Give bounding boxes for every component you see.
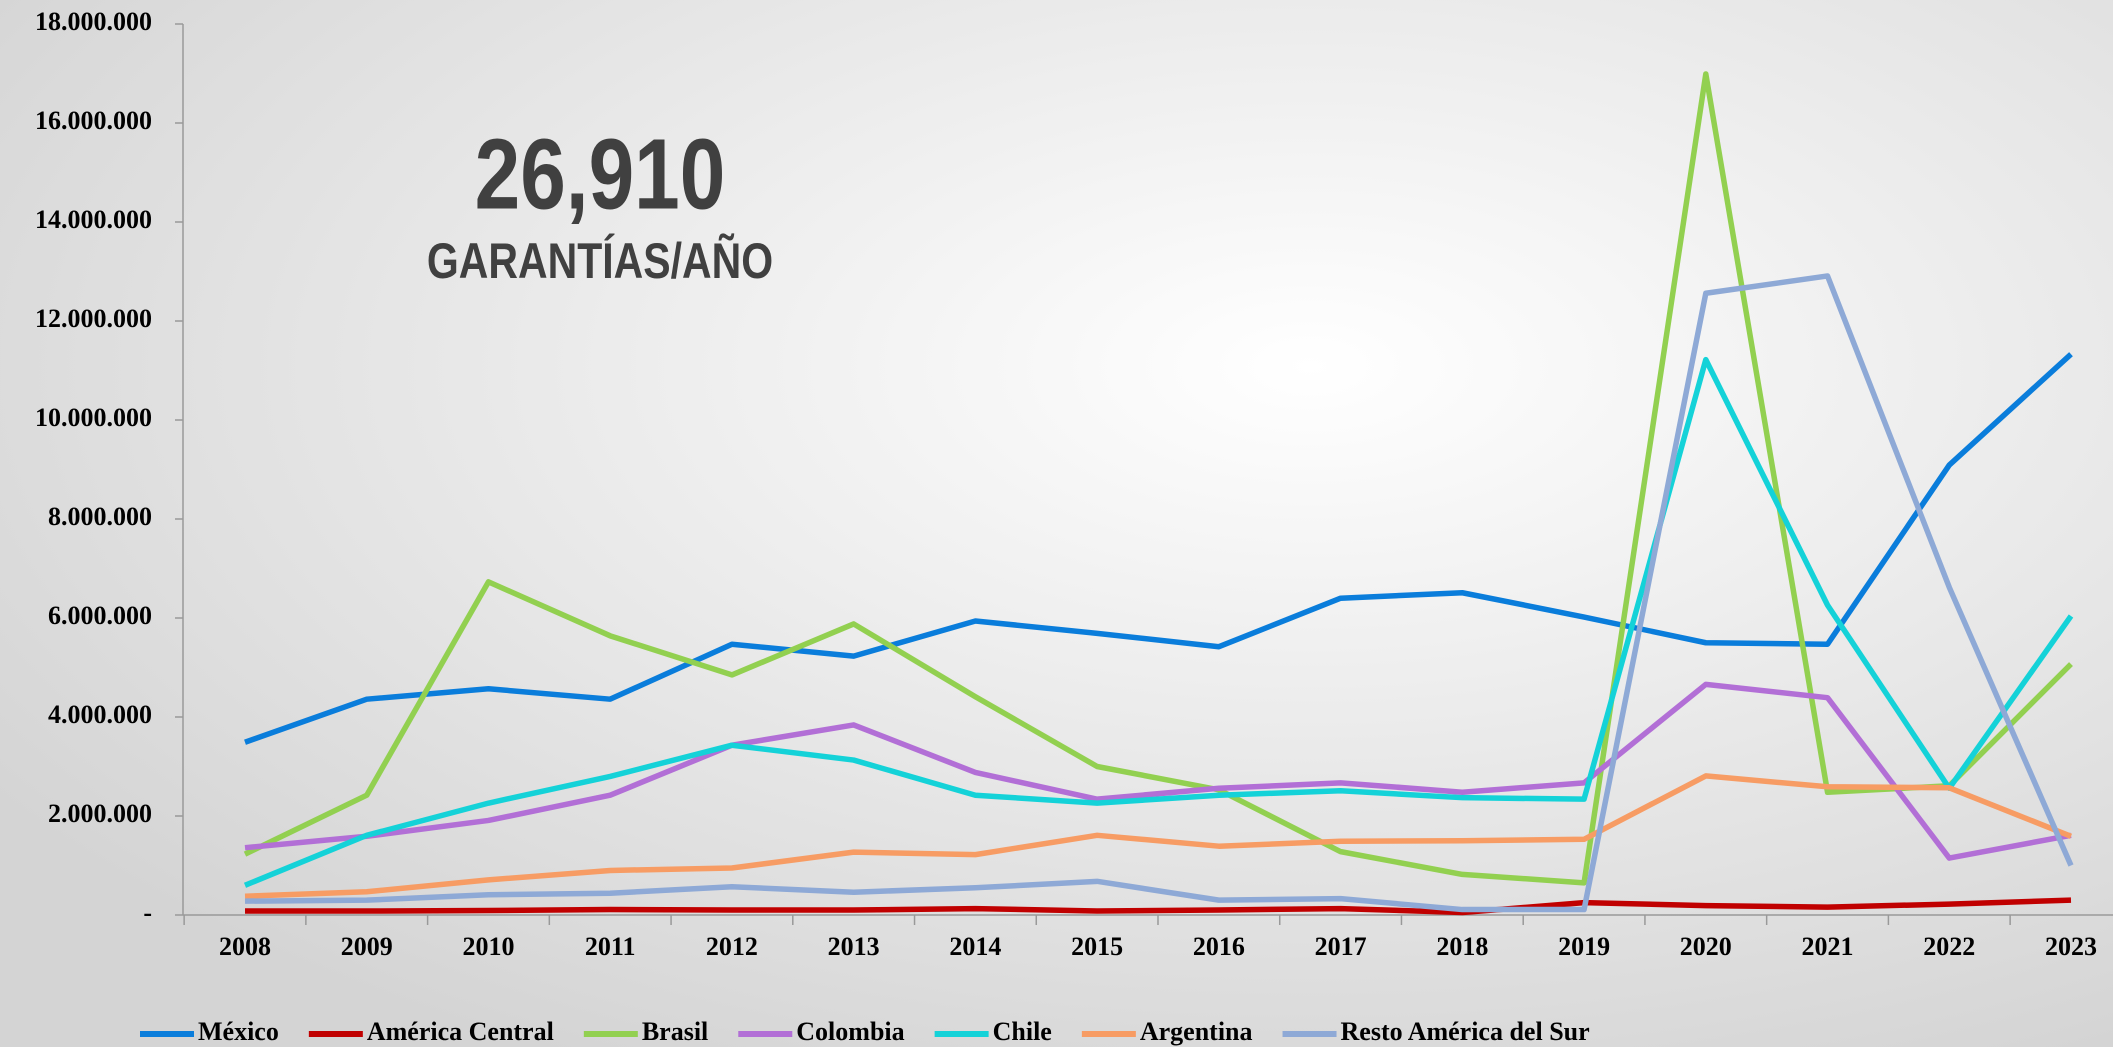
x-tick-label: 2017 bbox=[1315, 932, 1367, 961]
series-line bbox=[244, 352, 2073, 745]
x-tick-label: 2020 bbox=[1680, 932, 1732, 961]
x-tick-label: 2009 bbox=[341, 932, 393, 961]
series-line bbox=[244, 273, 2074, 913]
y-tick-label: 8.000.000 bbox=[48, 502, 152, 531]
y-tick-label: - bbox=[143, 898, 152, 927]
x-tick-label: 2010 bbox=[462, 932, 514, 961]
series-line bbox=[245, 897, 2072, 916]
series-line bbox=[243, 356, 2074, 888]
legend-label: Colombia bbox=[796, 1017, 904, 1046]
x-tick-label: 2021 bbox=[1802, 932, 1854, 961]
legend-label: Brasil bbox=[642, 1017, 708, 1046]
x-tick-label: 2018 bbox=[1436, 932, 1488, 961]
x-tick-label: 2023 bbox=[2045, 932, 2097, 961]
annotation-number: 26,910 bbox=[475, 119, 726, 231]
y-tick-label: 18.000.000 bbox=[35, 7, 152, 36]
y-tick-label: 6.000.000 bbox=[48, 601, 152, 630]
x-tick-label: 2019 bbox=[1558, 932, 1610, 961]
legend-label: Chile bbox=[993, 1017, 1052, 1046]
legend-label: Resto América del Sur bbox=[1341, 1017, 1590, 1046]
x-tick-label: 2012 bbox=[706, 932, 758, 961]
x-tick-label: 2013 bbox=[828, 932, 880, 961]
x-tick-label: 2022 bbox=[1923, 932, 1975, 961]
y-tick-label: 12.000.000 bbox=[35, 304, 152, 333]
series-line bbox=[243, 71, 2073, 886]
series-line bbox=[244, 773, 2073, 899]
y-tick-label: 16.000.000 bbox=[35, 106, 152, 135]
x-tick-label: 2016 bbox=[1193, 932, 1245, 961]
legend-label: América Central bbox=[367, 1017, 554, 1046]
y-tick-label: 4.000.000 bbox=[48, 700, 152, 729]
series-line bbox=[244, 681, 2072, 861]
y-tick-label: 10.000.000 bbox=[35, 403, 152, 432]
legend-label: México bbox=[198, 1017, 279, 1046]
x-tick-label: 2015 bbox=[1071, 932, 1123, 961]
annotation-label: GARANTÍAS/AÑO bbox=[427, 233, 773, 289]
y-tick-label: 14.000.000 bbox=[35, 205, 152, 234]
x-tick-label: 2014 bbox=[949, 932, 1001, 961]
y-tick-label: 2.000.000 bbox=[48, 799, 152, 828]
legend-label: Argentina bbox=[1140, 1017, 1253, 1046]
x-tick-label: 2008 bbox=[219, 932, 271, 961]
x-tick-label: 2011 bbox=[585, 932, 636, 961]
